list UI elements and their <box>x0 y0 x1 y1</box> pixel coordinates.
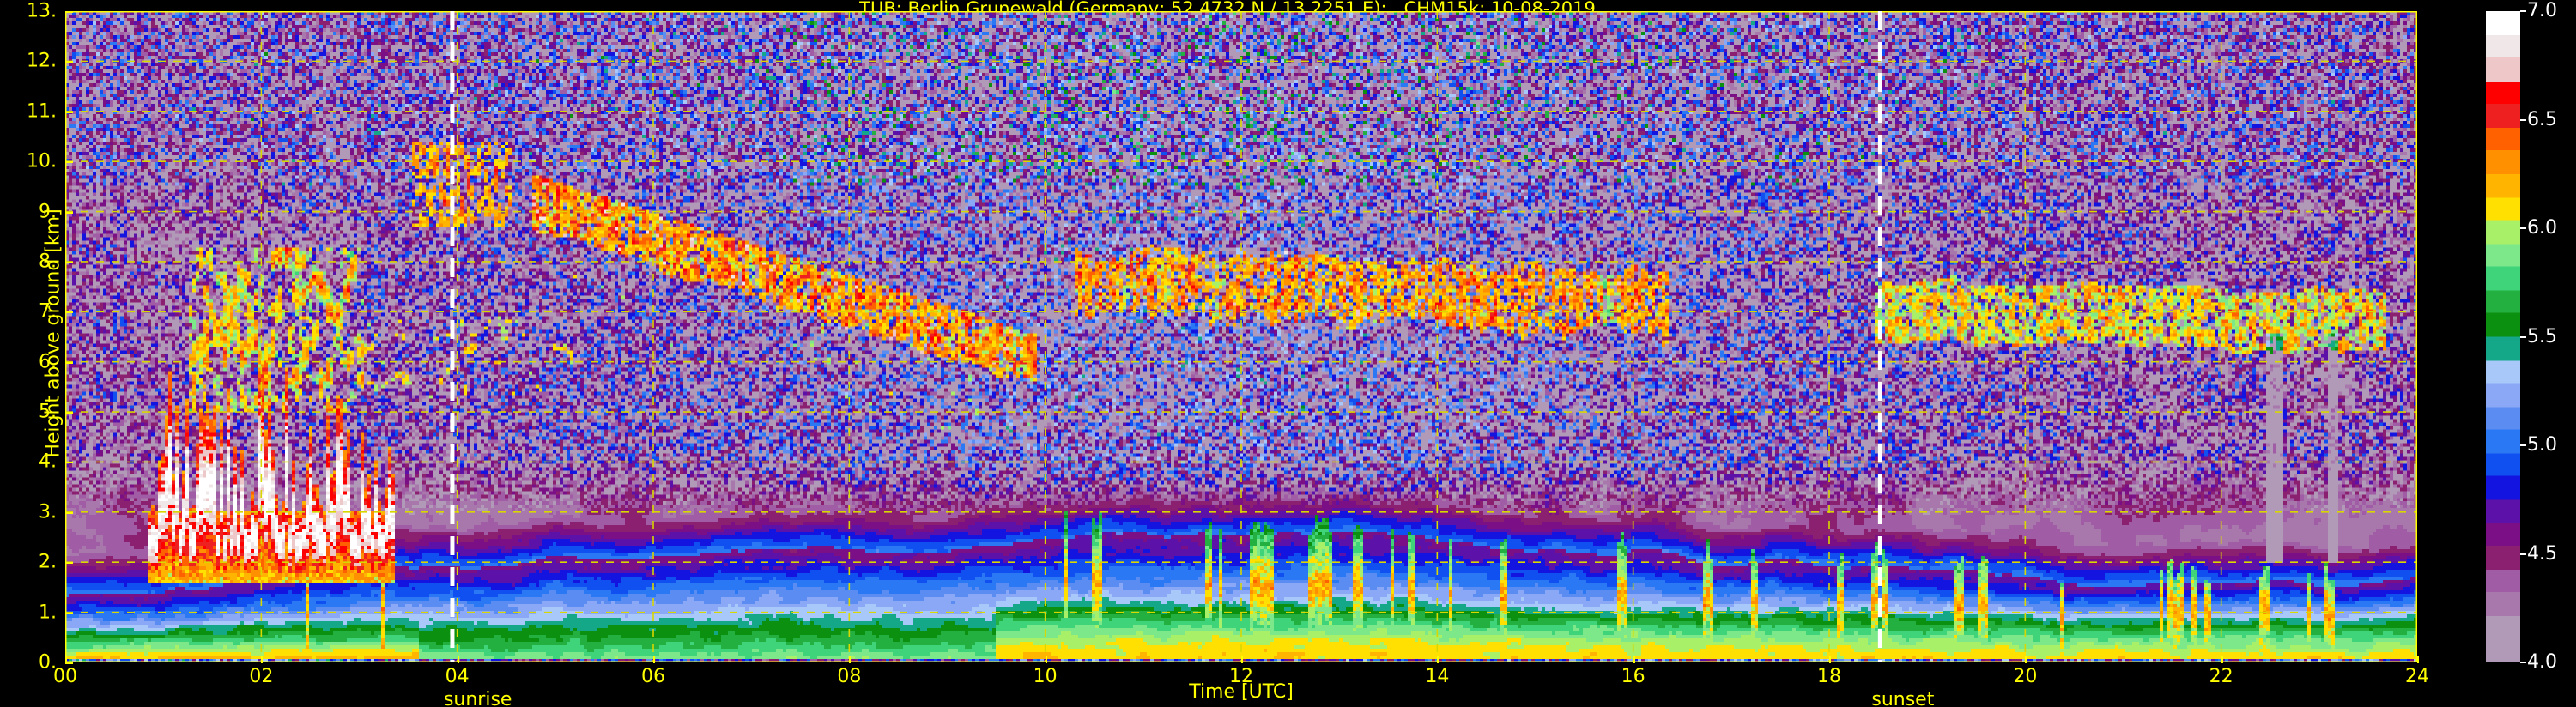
y-tick-label: 6. <box>39 351 57 373</box>
x-tick-label: 02 <box>249 666 274 687</box>
x-tick-mark <box>1633 656 1635 663</box>
x-tick-label: 06 <box>641 666 665 687</box>
y-tick-mark <box>65 511 73 514</box>
y-tick-mark <box>65 61 73 63</box>
y-tick-label: 7. <box>39 300 57 323</box>
x-tick-mark <box>2025 656 2027 663</box>
colorbar-tick-mark <box>2520 444 2526 446</box>
x-tick-mark <box>1045 656 1047 663</box>
y-tick-mark <box>65 562 73 565</box>
colorbar-tick-label: 5.5 <box>2527 325 2557 347</box>
y-tick-label: 8. <box>39 251 57 273</box>
x-tick-label: 18 <box>1817 666 1841 687</box>
x-tick-mark <box>653 656 655 663</box>
y-tick-label: 9. <box>39 201 57 223</box>
y-tick-label: 3. <box>39 501 57 523</box>
x-tick-mark <box>457 656 459 663</box>
x-tick-mark <box>1829 656 1831 663</box>
x-tick-label: 24 <box>2405 666 2429 687</box>
y-tick-mark <box>65 111 73 113</box>
x-tick-mark <box>65 656 67 663</box>
y-tick-label: 12. <box>27 50 57 72</box>
colorbar-tick-mark <box>2520 10 2526 12</box>
x-tick-label: 20 <box>2013 666 2038 687</box>
colorbar-tick-label: 4.0 <box>2527 651 2557 673</box>
y-tick-mark <box>65 161 73 164</box>
backscatter-heatmap <box>65 11 2417 662</box>
x-axis-title: Time [UTC] <box>1189 681 1294 703</box>
event-label-sunrise: sunrise <box>443 689 512 707</box>
y-tick-mark <box>65 462 73 464</box>
x-tick-mark <box>1241 656 1243 663</box>
x-tick-mark <box>261 656 264 663</box>
y-tick-mark <box>65 211 73 214</box>
colorbar-tick-mark <box>2520 227 2526 229</box>
colorbar-tick-label: 4.5 <box>2527 542 2557 565</box>
y-tick-label: 5. <box>39 401 57 423</box>
y-tick-mark <box>65 662 73 664</box>
colorbar-tick-label: 6.5 <box>2527 108 2557 130</box>
colorbar-tick-mark <box>2520 553 2526 555</box>
y-tick-label: 2. <box>39 551 57 573</box>
y-tick-mark <box>65 612 73 614</box>
x-tick-label: 08 <box>837 666 862 687</box>
colorbar-tick-label: 5.0 <box>2527 434 2557 456</box>
x-tick-mark <box>2221 656 2223 663</box>
x-tick-label: 04 <box>445 666 470 687</box>
colorbar-tick-mark <box>2520 118 2526 121</box>
y-tick-label: 0. <box>39 651 57 674</box>
y-tick-label: 10. <box>27 150 57 172</box>
colorbar-tick-label: 6.0 <box>2527 217 2557 239</box>
y-tick-mark <box>65 361 73 364</box>
y-tick-label: 11. <box>27 100 57 123</box>
y-tick-mark <box>65 412 73 414</box>
x-tick-mark <box>2417 656 2419 663</box>
y-tick-label: 1. <box>39 601 57 624</box>
x-tick-label: 12 <box>1229 666 1253 687</box>
x-tick-mark <box>1437 656 1440 663</box>
x-tick-label: 14 <box>1425 666 1450 687</box>
colorbar-gradient <box>2486 11 2520 662</box>
x-tick-label: 22 <box>2209 666 2234 687</box>
colorbar <box>2486 11 2520 662</box>
x-tick-label: 00 <box>53 666 77 687</box>
x-tick-label: 10 <box>1033 666 1058 687</box>
x-tick-label: 16 <box>1621 666 1646 687</box>
y-tick-mark <box>65 311 73 314</box>
colorbar-tick-mark <box>2520 662 2526 663</box>
event-label-sunset: sunset <box>1871 689 1935 707</box>
y-tick-label: 13. <box>27 0 57 22</box>
colorbar-tick-label: 7.0 <box>2527 0 2557 21</box>
colorbar-tick-mark <box>2520 335 2526 338</box>
plot-area <box>65 11 2417 662</box>
x-tick-mark <box>849 656 852 663</box>
y-tick-mark <box>65 11 73 13</box>
y-tick-mark <box>65 261 73 263</box>
y-tick-label: 4. <box>39 450 57 473</box>
